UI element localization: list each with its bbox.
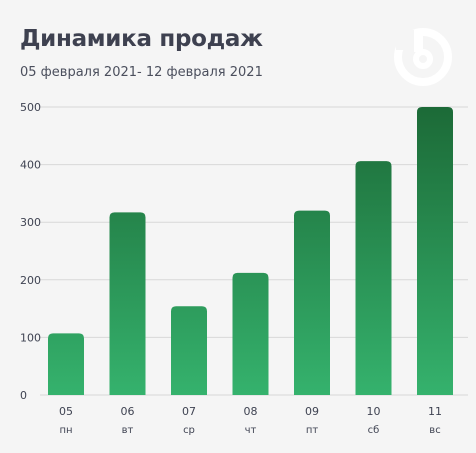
bar-07 xyxy=(171,306,207,395)
y-tick-label: 500 xyxy=(20,101,41,114)
bar-11 xyxy=(417,107,453,395)
y-tick-label: 400 xyxy=(20,159,41,172)
brand-logo-icon xyxy=(394,28,452,86)
x-tick-weekday: ср xyxy=(183,425,195,436)
x-tick-weekday: чт xyxy=(245,425,257,436)
bar-08 xyxy=(232,272,269,395)
bar-09 xyxy=(294,210,330,395)
bar-05 xyxy=(48,333,84,395)
x-tick-label: 07 xyxy=(182,405,196,418)
y-tick-label: 100 xyxy=(20,331,41,344)
x-tick-weekday: пт xyxy=(306,425,319,436)
x-tick-weekday: вт xyxy=(122,425,134,436)
x-tick-label: 11 xyxy=(428,405,442,418)
x-tick-label: 08 xyxy=(244,405,258,418)
x-tick-weekday: пн xyxy=(59,425,72,436)
y-tick-label: 200 xyxy=(20,274,41,287)
y-tick-label: 300 xyxy=(20,216,41,229)
x-tick-label: 05 xyxy=(59,405,73,418)
x-tick-label: 10 xyxy=(367,405,381,418)
y-tick-label: 0 xyxy=(20,389,27,402)
bar-06 xyxy=(109,212,146,395)
date-range: 05 февраля 2021- 12 февраля 2021 xyxy=(20,65,263,80)
bar-10 xyxy=(355,161,392,395)
x-tick-label: 09 xyxy=(305,405,319,418)
x-tick-label: 06 xyxy=(121,405,135,418)
chart-title: Динамика продаж xyxy=(20,26,263,52)
x-tick-weekday: сб xyxy=(368,425,380,436)
x-tick-weekday: вс xyxy=(429,425,440,436)
